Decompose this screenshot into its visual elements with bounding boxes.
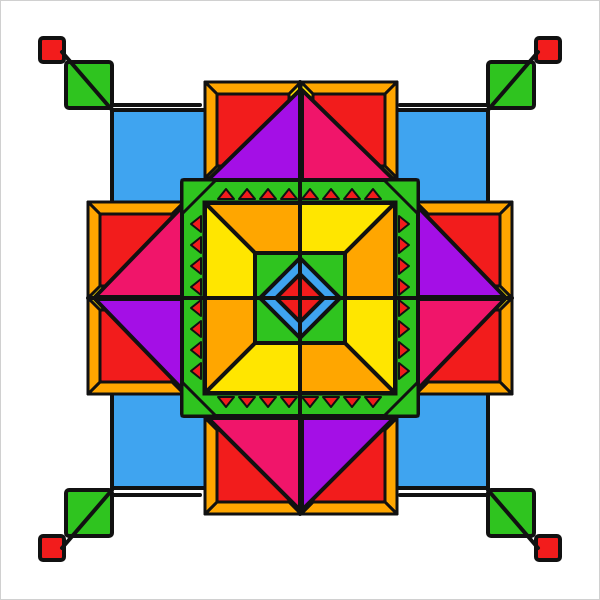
top-tooth-7 xyxy=(364,188,382,200)
center-frame-corner-br xyxy=(382,380,420,418)
top-tooth-2 xyxy=(259,188,277,200)
left-tooth-7 xyxy=(190,362,202,380)
bottom-arm-right-bevel-bottom xyxy=(299,500,399,516)
red-square-tl xyxy=(38,36,66,64)
top-arm-right-bevel-top xyxy=(299,80,399,96)
right-tooth-0 xyxy=(398,215,410,233)
top-tooth-0 xyxy=(217,188,235,200)
bottom-arm-left-bevel-bottom xyxy=(203,500,303,516)
right-arm-top-bevel-right xyxy=(498,200,514,300)
bottom-tooth-6 xyxy=(343,396,361,408)
left-tooth-6 xyxy=(190,341,202,359)
right-tooth-1 xyxy=(398,236,410,254)
bottom-tooth-3 xyxy=(280,396,298,408)
right-tooth-3 xyxy=(398,278,410,296)
right-tooth-5 xyxy=(398,320,410,338)
top-tooth-3 xyxy=(280,188,298,200)
left-tooth-0 xyxy=(190,215,202,233)
left-tooth-3 xyxy=(190,278,202,296)
left-tooth-5 xyxy=(190,320,202,338)
top-tooth-1 xyxy=(238,188,256,200)
center-frame-corner-bl xyxy=(180,380,218,418)
right-arm-bottom-bevel-right xyxy=(498,296,514,396)
top-arm-right-bevel-right xyxy=(383,80,399,180)
outline-layer xyxy=(60,50,540,550)
center-diamond-stroke-2 xyxy=(318,296,342,320)
bottom-tooth-0 xyxy=(217,396,235,408)
left-arm-top-bevel-left xyxy=(86,200,102,300)
bottom-tooth-4 xyxy=(301,396,319,408)
left-arm-top-bevel-top xyxy=(86,200,186,216)
center-frame-corner-tl xyxy=(180,178,218,216)
left-tooth-4 xyxy=(190,299,202,317)
corner-line-tl xyxy=(60,50,114,112)
right-tooth-6 xyxy=(398,341,410,359)
left-tooth-2 xyxy=(190,257,202,275)
bottom-tooth-7 xyxy=(364,396,382,408)
top-arm-left-bevel-top xyxy=(203,80,303,96)
right-arm-top-bevel-top xyxy=(414,200,514,216)
bottom-arm-left-bevel-left xyxy=(203,416,219,516)
corner-line-bl xyxy=(60,488,114,550)
right-tooth-4 xyxy=(398,299,410,317)
bottom-arm-right-bevel-right xyxy=(383,416,399,516)
center-frame-corner-tr xyxy=(382,178,420,216)
right-tooth-7 xyxy=(398,362,410,380)
red-square-tr xyxy=(534,36,562,64)
top-tooth-6 xyxy=(343,188,361,200)
right-arm-bottom-bevel-bottom xyxy=(414,380,514,396)
top-tooth-5 xyxy=(322,188,340,200)
right-tooth-2 xyxy=(398,257,410,275)
left-tooth-1 xyxy=(190,236,202,254)
left-arm-bottom-bevel-bottom xyxy=(86,380,186,396)
left-arm-bottom-bevel-left xyxy=(86,296,102,396)
center-diamond-stroke-1 xyxy=(258,276,282,300)
top-tooth-4 xyxy=(301,188,319,200)
corner-line-tr xyxy=(486,50,540,112)
top-arm-left-bevel-left xyxy=(203,80,219,180)
bottom-tooth-5 xyxy=(322,396,340,408)
bottom-tooth-2 xyxy=(259,396,277,408)
bottom-tooth-1 xyxy=(238,396,256,408)
corner-line-br xyxy=(486,488,540,550)
